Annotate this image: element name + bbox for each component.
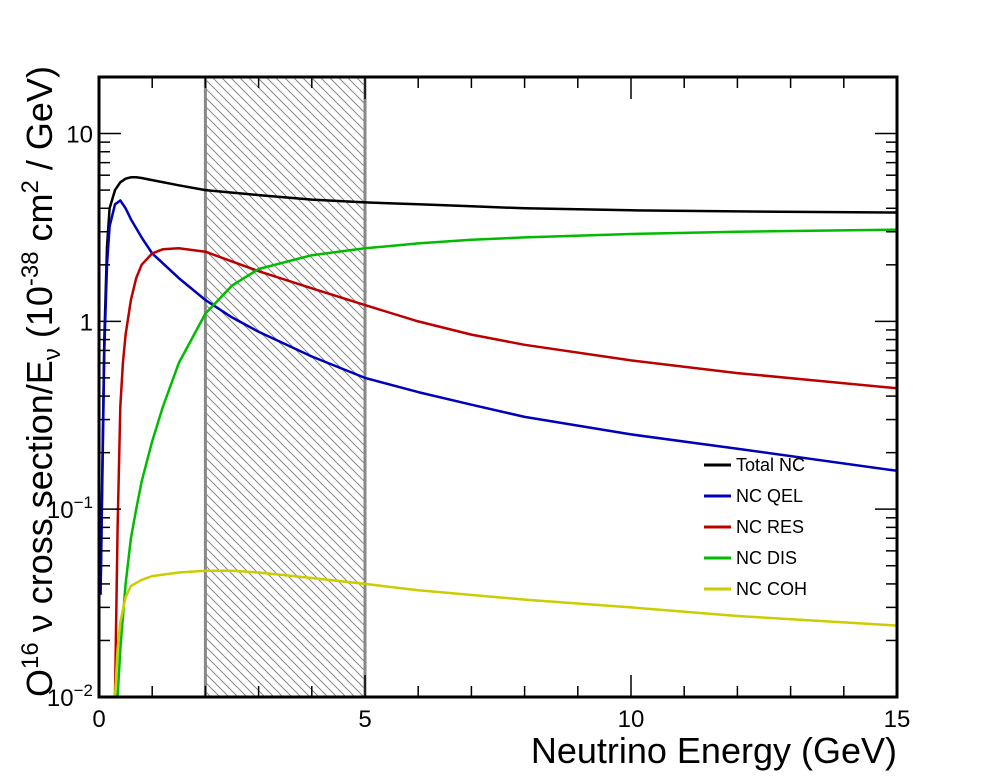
- x-axis-title: Neutrino Energy (GeV): [531, 730, 897, 771]
- series-line-nc-coh: [113, 569, 897, 697]
- energy-band-hatch: [205, 77, 365, 697]
- legend-label-nc-dis: NC DIS: [736, 548, 797, 568]
- y-title-sub-2: ν: [39, 348, 66, 360]
- x-tick-label: 5: [358, 706, 371, 733]
- y-tick-label: 10−1: [47, 493, 93, 524]
- x-tick-label: 15: [884, 706, 911, 733]
- series-line-total-nc: [99, 176, 897, 584]
- series-line-nc-dis: [116, 228, 897, 697]
- y-tick-label: 1: [80, 309, 93, 336]
- legend: Total NC NC QEL NC RES NC DIS NC COH: [704, 455, 807, 599]
- y-title-part-2: ν cross section/E: [19, 360, 60, 642]
- plot-frame: [97, 75, 899, 699]
- legend-label-nc-coh: NC COH: [736, 579, 807, 599]
- y-axis-title: O16 ν cross section/Eν (10-38 cm2 / GeV): [17, 66, 66, 697]
- series-line-nc-qel: [99, 199, 897, 595]
- x-tick-label: 10: [618, 706, 645, 733]
- y-title-part-1: O: [19, 669, 60, 697]
- y-title-part-4: cm: [19, 193, 60, 251]
- y-tick-label: 10−2: [47, 681, 93, 712]
- x-tick-label: 0: [92, 706, 105, 733]
- y-title-part-5: / GeV): [19, 66, 60, 180]
- legend-label-nc-qel: NC QEL: [736, 486, 803, 506]
- y-title-sup-4: 2: [17, 180, 44, 193]
- legend-label-nc-res: NC RES: [736, 517, 804, 537]
- y-title-sup-3: -38: [17, 251, 44, 286]
- series-line-nc-res: [113, 247, 897, 697]
- y-title-sup-1: 16: [17, 642, 44, 669]
- y-title-part-3: (10: [19, 286, 60, 348]
- legend-label-total-nc: Total NC: [736, 455, 805, 475]
- y-tick-label: 10: [66, 122, 93, 149]
